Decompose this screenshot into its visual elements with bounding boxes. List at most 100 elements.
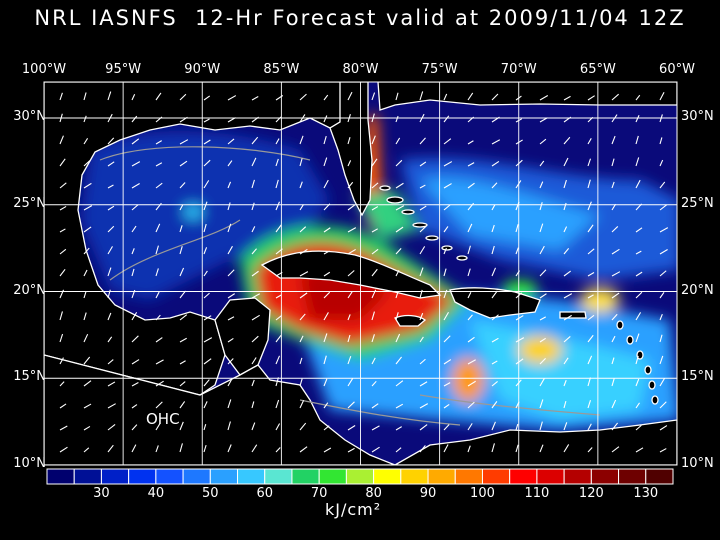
current-vector bbox=[179, 246, 183, 255]
current-vector bbox=[443, 204, 451, 211]
current-vector bbox=[251, 379, 255, 387]
current-vector bbox=[227, 245, 233, 255]
current-vector bbox=[659, 249, 668, 255]
land-masses bbox=[44, 82, 677, 465]
current-vector bbox=[371, 206, 379, 211]
current-vector bbox=[443, 138, 452, 145]
antilles-island bbox=[626, 335, 634, 345]
current-vector bbox=[179, 443, 183, 453]
colorbar-swatch bbox=[536, 468, 565, 485]
current-vector bbox=[491, 290, 498, 299]
colorbar-tick-label: 50 bbox=[202, 486, 219, 501]
current-vector bbox=[347, 425, 356, 431]
colorbar-swatch bbox=[481, 468, 511, 485]
current-vector bbox=[323, 250, 330, 255]
current-vector bbox=[131, 444, 137, 453]
current-vector bbox=[107, 91, 112, 101]
colorbar-swatch bbox=[645, 468, 674, 485]
current-vector bbox=[275, 399, 280, 409]
current-vector bbox=[443, 335, 451, 343]
current-vector bbox=[275, 201, 280, 211]
current-vector bbox=[131, 248, 135, 255]
current-vector bbox=[107, 359, 114, 365]
depth-contour bbox=[99, 146, 311, 281]
current-vector bbox=[395, 115, 399, 123]
caribbean-cyan-field bbox=[470, 320, 650, 420]
lat-lon-grid bbox=[44, 82, 677, 465]
current-vector bbox=[563, 157, 569, 167]
current-vector bbox=[395, 247, 402, 255]
current-vector bbox=[275, 355, 281, 365]
current-vector bbox=[131, 382, 139, 387]
current-vector bbox=[155, 422, 161, 431]
current-vector bbox=[611, 248, 620, 255]
current-vector bbox=[419, 161, 427, 167]
current-vector bbox=[131, 268, 135, 277]
current-vector bbox=[443, 226, 449, 233]
current-vector bbox=[659, 204, 668, 211]
current-vector bbox=[251, 401, 255, 409]
caribbean-warm-eddy bbox=[452, 358, 484, 402]
current-vector bbox=[587, 447, 593, 453]
current-vector bbox=[491, 337, 499, 343]
current-vector bbox=[251, 248, 257, 255]
current-vector bbox=[347, 91, 353, 101]
current-vector bbox=[491, 139, 501, 145]
current-vector bbox=[419, 445, 426, 453]
bahamas-island bbox=[425, 235, 439, 241]
current-vector bbox=[323, 355, 327, 365]
current-vector bbox=[347, 447, 355, 453]
current-vector bbox=[227, 444, 232, 453]
current-vector bbox=[419, 205, 427, 211]
colorbar-swatch bbox=[155, 468, 184, 485]
current-vector bbox=[371, 228, 378, 233]
current-vector bbox=[635, 447, 644, 453]
cuba-island bbox=[260, 250, 442, 299]
current-vector bbox=[467, 291, 472, 299]
map-title: NRL IASNFS 12-Hr Forecast valid at 2009/… bbox=[34, 6, 686, 30]
current-vector bbox=[587, 377, 591, 387]
current-vector bbox=[203, 444, 207, 453]
current-vector bbox=[443, 424, 450, 431]
current-vector bbox=[659, 313, 663, 321]
current-vector bbox=[515, 247, 519, 255]
colorbar-tick-label: 120 bbox=[578, 486, 604, 501]
current-vector bbox=[59, 403, 67, 409]
current-vector bbox=[275, 377, 279, 387]
current-vector bbox=[515, 315, 524, 321]
current-vector bbox=[419, 312, 424, 321]
current-vector bbox=[467, 223, 473, 233]
current-vector bbox=[131, 404, 138, 409]
current-vector bbox=[371, 380, 377, 387]
antilles-island bbox=[644, 365, 652, 375]
current-vector bbox=[275, 179, 279, 189]
current-vector bbox=[155, 401, 163, 409]
colorbar-swatch bbox=[128, 468, 157, 485]
colorbar-tick-label: 30 bbox=[93, 486, 110, 501]
current-vector bbox=[347, 291, 353, 299]
current-vector bbox=[587, 355, 593, 365]
current-vector bbox=[467, 359, 476, 365]
current-vector bbox=[395, 182, 404, 189]
antilles-island bbox=[651, 395, 659, 405]
current-vector bbox=[443, 115, 450, 123]
current-vector bbox=[155, 380, 164, 387]
current-vector bbox=[251, 357, 257, 365]
current-vector bbox=[347, 270, 355, 277]
current-vector bbox=[563, 95, 571, 101]
current-vector bbox=[323, 271, 331, 277]
current-vector bbox=[83, 312, 87, 321]
current-vector bbox=[275, 423, 281, 431]
current-vector bbox=[395, 426, 402, 431]
current-vector bbox=[443, 311, 449, 321]
current-vector bbox=[515, 423, 519, 431]
current-vector bbox=[203, 379, 210, 387]
current-vector bbox=[59, 446, 68, 453]
current-vector bbox=[611, 313, 618, 321]
current-vector bbox=[251, 293, 260, 299]
current-vector bbox=[155, 140, 162, 145]
colorbar-swatch bbox=[509, 468, 538, 485]
current-vector bbox=[659, 334, 663, 343]
current-vector bbox=[251, 314, 260, 321]
